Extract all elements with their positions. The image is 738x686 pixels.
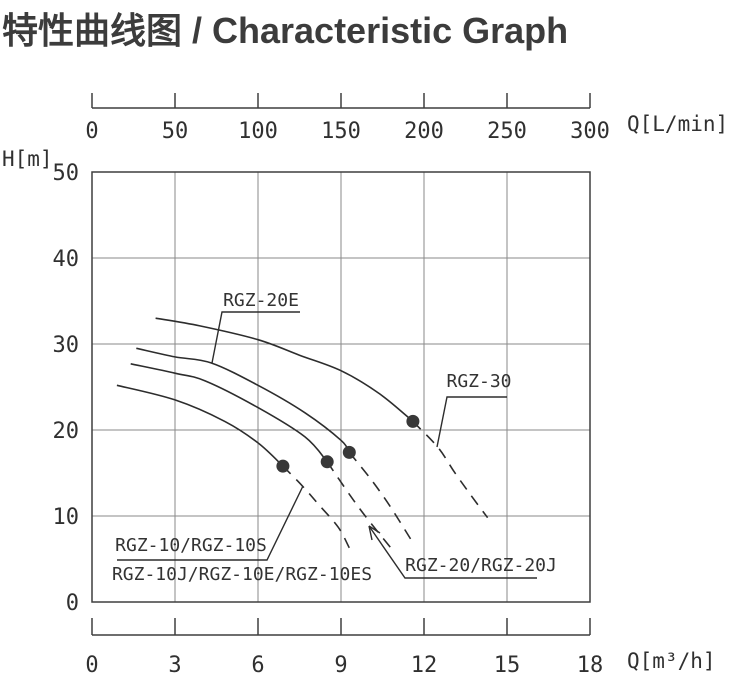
operating-point-dot: [320, 455, 334, 469]
left-tick-label: 0: [66, 591, 79, 616]
bottom-axis-unit-label: Q[m³/h]: [627, 649, 716, 673]
pump-curve-dashed: [348, 451, 414, 544]
operating-point-dot: [276, 459, 290, 473]
plot-frame: [91, 171, 591, 603]
grid-layer: [91, 171, 591, 603]
leader-rgz10: [117, 485, 304, 561]
left-axis-unit-label: H[m]: [2, 147, 53, 171]
top-tick-label: 150: [321, 119, 361, 144]
bottom-tick-label: 15: [494, 653, 521, 678]
leader-rgz20j: [368, 525, 537, 579]
bottom-tick-label: 3: [168, 653, 181, 678]
curve-label-rgz-30: RGZ-30: [446, 371, 512, 392]
leader-lines: [117, 311, 537, 579]
left-tick-label: 40: [53, 247, 80, 272]
pump-curve-solid: [130, 363, 328, 463]
operating-point-dot: [342, 445, 356, 459]
bottom-tick-label: 6: [251, 653, 264, 678]
left-tick-label: 50: [53, 161, 80, 186]
pump-curve-solid: [116, 384, 284, 467]
top-tick-label: 100: [238, 119, 278, 144]
pump-curve-solid: [136, 347, 350, 453]
left-tick-label: 20: [53, 419, 80, 444]
bottom-tick-label: 0: [85, 653, 98, 678]
curve-label-rgz-10-rgz-10s: RGZ-10/RGZ-10S: [115, 535, 267, 556]
operating-points-layer: [276, 414, 420, 473]
top-tick-label: 300: [570, 119, 610, 144]
top-tick-label: 250: [487, 119, 527, 144]
operating-point-dot: [406, 414, 420, 428]
bottom-tick-label: 18: [577, 653, 604, 678]
page-title: 特性曲线图 / Characteristic Graph: [2, 10, 569, 51]
curves-layer: [116, 317, 489, 549]
bottom-tick-label: 12: [411, 653, 438, 678]
left-tick-label: 30: [53, 333, 80, 358]
pump-curve-dashed: [412, 420, 489, 519]
leader-rgz30: [436, 396, 507, 448]
top-tick-label: 200: [404, 119, 444, 144]
pump-curve-dashed: [326, 461, 392, 549]
top-tick-label: 0: [85, 119, 98, 144]
left-tick-label: 10: [53, 505, 80, 530]
pump-curve-solid: [155, 317, 414, 423]
curve-label-rgz-20e: RGZ-20E: [223, 290, 299, 311]
curve-label-rgz-20-rgz-20j: RGZ-20/RGZ-20J: [405, 555, 557, 576]
bottom-tick-label: 9: [334, 653, 347, 678]
curve-label-rgz-10j-10e-10es: RGZ-10J/RGZ-10E/RGZ-10ES: [111, 564, 373, 585]
top-axis-unit-label: Q[L/min]: [627, 112, 728, 136]
top-tick-label: 50: [162, 119, 189, 144]
leader-arrowhead-icon: [368, 525, 381, 541]
leader-rgz20e: [211, 311, 300, 364]
